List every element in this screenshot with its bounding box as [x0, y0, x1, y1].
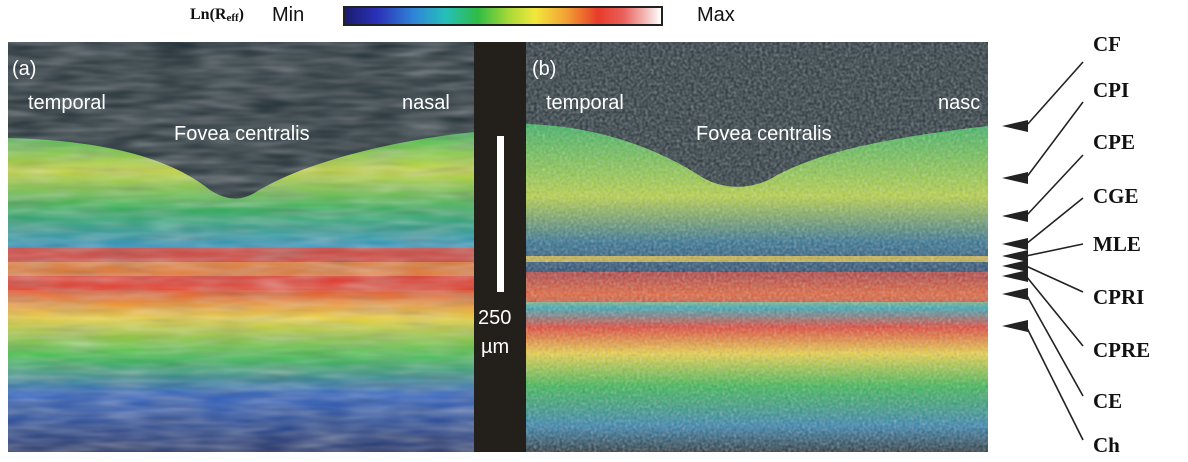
arrow-ch-icon: [1002, 320, 1028, 332]
arrow-cpri-icon: [1002, 260, 1028, 272]
panel-b-label: (b): [532, 58, 557, 80]
layer-label-cpre: CPRE: [1093, 338, 1151, 362]
layer-label-cpri: CPRI: [1093, 285, 1145, 309]
scale-bar: [497, 136, 504, 292]
layer-label-cf: CF: [1093, 32, 1121, 56]
layer-label-cpe: CPE: [1093, 130, 1135, 154]
panel-b-image: [526, 42, 988, 452]
arrow-mle-icon: [1002, 250, 1028, 262]
arrow-cf-icon: [1002, 120, 1028, 132]
panel-a-label: (a): [12, 58, 37, 80]
colorscale-title: Ln(Reff): [190, 6, 244, 24]
panel-a-nasal-label: nasal: [402, 92, 450, 114]
scale-bar-value: 250: [478, 307, 512, 329]
colorscale-bar: [343, 6, 663, 26]
panel-a-temporal-label: temporal: [28, 92, 106, 114]
layer-label-cge: CGE: [1093, 184, 1139, 208]
layer-label-ce: CE: [1093, 389, 1123, 413]
layer-label-cpi: CPI: [1093, 78, 1130, 102]
panel-b-nasal-label: nasc: [938, 92, 981, 114]
arrow-cge-icon: [1002, 238, 1028, 250]
colorscale-max-label: Max: [697, 4, 735, 26]
layer-label-ch: Ch: [1093, 433, 1120, 457]
panel-b-fovea-label: Fovea centralis: [696, 123, 832, 145]
arrow-cpi-icon: [1002, 172, 1028, 184]
layer-label-mle: MLE: [1093, 232, 1141, 256]
layer-arrows: [1002, 61, 1084, 441]
panel-b-temporal-label: temporal: [546, 92, 624, 114]
panel-a-image: [8, 42, 474, 452]
arrow-ce-icon: [1002, 288, 1028, 300]
arrow-cpre-icon: [1002, 270, 1028, 282]
arrow-cpe-icon: [1002, 210, 1028, 222]
scale-bar-unit: µm: [481, 336, 510, 358]
panel-a-fovea-label: Fovea centralis: [174, 123, 310, 145]
colorscale-min-label: Min: [272, 4, 305, 26]
